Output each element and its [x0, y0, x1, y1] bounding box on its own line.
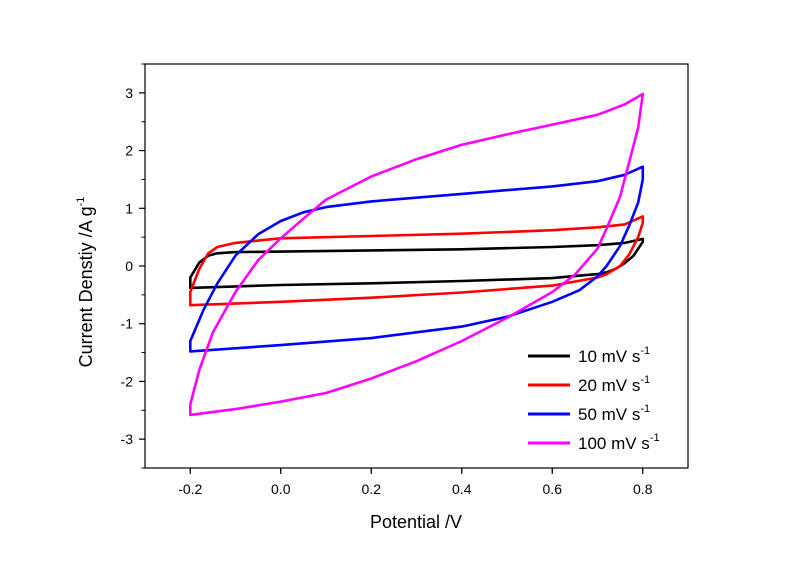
- x-axis-ticks: -0.2 0.0 0.2 0.4 0.6 0.8: [178, 468, 653, 497]
- x-tick-label: -0.2: [178, 481, 202, 497]
- series-curves: [189, 92, 645, 417]
- y-tick-label: -1: [121, 316, 134, 332]
- legend-label-superscript: -1: [640, 403, 650, 415]
- legend-label-2: 50 mV s-1: [578, 403, 650, 424]
- y-tick-label: -3: [121, 431, 134, 447]
- x-tick-label: 0.8: [633, 481, 653, 497]
- y-tick-label: 2: [125, 143, 133, 159]
- legend-label-text: 50 mV s: [578, 405, 640, 424]
- y-tick-label: 1: [125, 200, 133, 216]
- y-tick-label: 0: [125, 258, 133, 274]
- x-tick-label: 0.2: [362, 481, 382, 497]
- x-tick-label: 0.6: [543, 481, 563, 497]
- legend-label-text: 20 mV s: [578, 376, 640, 395]
- series-curve-0: [189, 237, 645, 290]
- y-axis-label-superscript: -1: [75, 197, 87, 207]
- legend-label-superscript: -1: [640, 345, 650, 357]
- y-tick-label: -2: [121, 373, 134, 389]
- x-tick-label: 0.0: [271, 481, 291, 497]
- x-tick-label: 0.4: [452, 481, 472, 497]
- y-axis-label: Current Denstiy /A g-1: [75, 197, 96, 368]
- y-tick-label: 3: [125, 85, 133, 101]
- legend-label-3: 100 mV s-1: [578, 432, 660, 453]
- x-axis-label: Potential /V: [370, 512, 462, 532]
- legend-label-1: 20 mV s-1: [578, 374, 650, 395]
- legend-label-text: 100 mV s: [578, 434, 650, 453]
- legend-label-superscript: -1: [640, 374, 650, 386]
- legend-label-0: 10 mV s-1: [578, 345, 650, 366]
- y-axis-ticks: -3 -2 -1 0 1 2 3: [121, 63, 145, 469]
- series-curve-1: [189, 215, 645, 307]
- legend-label-text: 10 mV s: [578, 347, 640, 366]
- series-curve-3: [189, 92, 645, 417]
- y-axis-label-text: Current Denstiy /A g: [76, 206, 96, 367]
- legend-label-superscript: -1: [650, 432, 660, 444]
- series-curve-2: [189, 165, 645, 353]
